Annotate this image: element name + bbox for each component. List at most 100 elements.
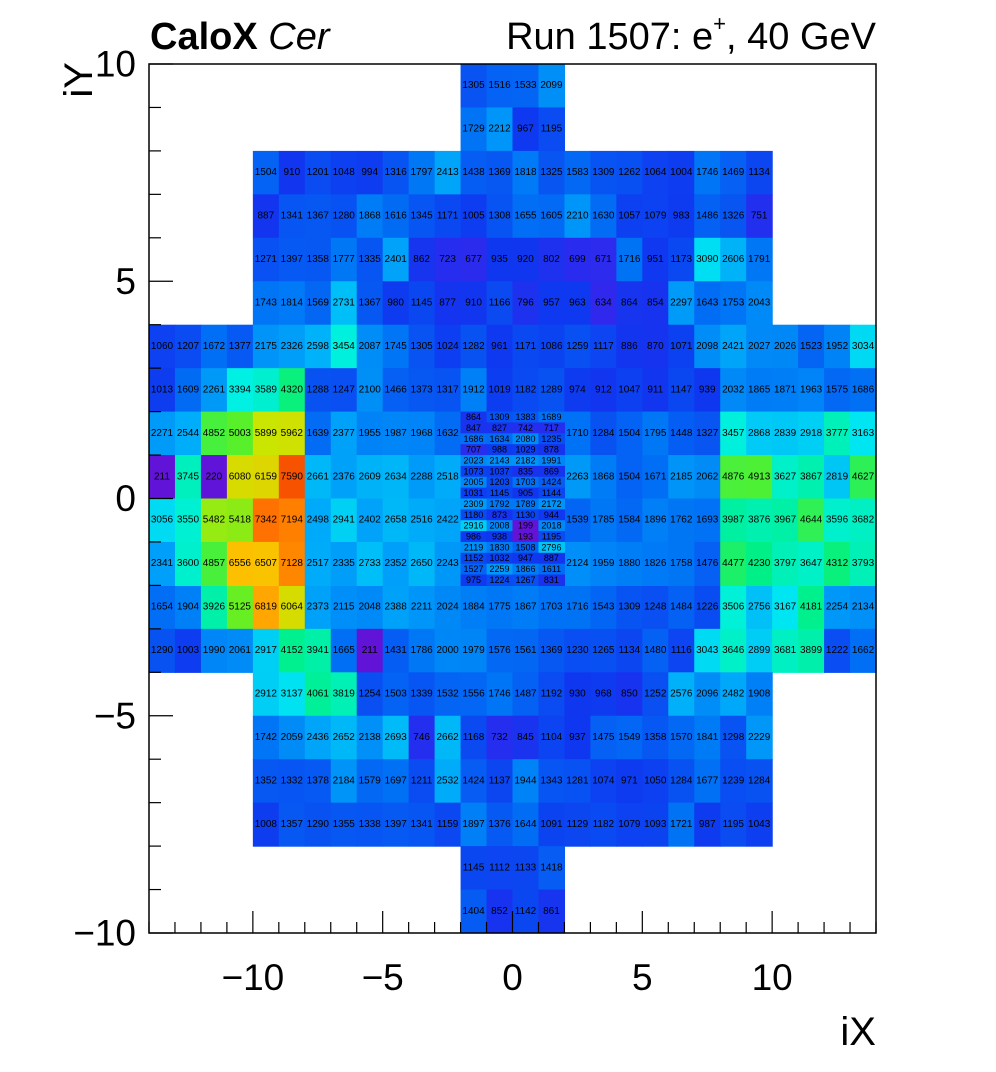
cell-value-label: 1129	[567, 819, 589, 830]
cell-value-label: 1746	[488, 689, 511, 700]
heatmap-cell	[798, 628, 825, 673]
heatmap-cell	[538, 455, 566, 467]
heatmap-cell	[174, 585, 202, 630]
cell-value-label: 1345	[411, 211, 434, 222]
cell-value-label: 1516	[488, 80, 511, 91]
heatmap-cell	[356, 194, 384, 239]
heatmap-cell	[642, 237, 669, 282]
heatmap-cell	[512, 759, 540, 804]
heatmap-cell	[616, 672, 643, 717]
cell-value-label: 802	[543, 254, 560, 265]
cell-value-label: 845	[517, 732, 534, 743]
heatmap-cell	[590, 759, 617, 804]
heatmap-cell	[304, 455, 332, 500]
heatmap-cells	[149, 64, 877, 934]
heatmap-cell	[486, 194, 514, 239]
heatmap-cell	[538, 487, 566, 500]
heatmap-cell	[460, 585, 488, 630]
cell-value-label: 1057	[618, 211, 641, 222]
heatmap-cell	[538, 64, 566, 109]
cell-value-label: 967	[517, 124, 534, 135]
cell-value-label: 1448	[670, 428, 693, 439]
heatmap-cell	[434, 455, 462, 500]
heatmap-cell	[590, 455, 617, 500]
heatmap-cell	[616, 455, 643, 500]
cell-value-label: 3777	[826, 428, 849, 439]
cell-value-label: 3793	[852, 558, 875, 569]
heatmap-cell	[174, 628, 202, 673]
heatmap-cell	[252, 715, 280, 760]
heatmap-cell	[538, 802, 566, 847]
heatmap-cell	[330, 150, 358, 195]
heatmap-cell	[434, 194, 462, 239]
cell-value-label: 7342	[255, 515, 278, 526]
cell-value-label: 1071	[670, 341, 693, 352]
heatmap-cell	[304, 759, 332, 804]
cell-value-label: 2210	[566, 211, 589, 222]
cell-value-label: 1672	[203, 341, 226, 352]
heatmap-cell	[694, 194, 721, 239]
cell-value-label: 920	[517, 254, 534, 265]
heatmap-cell	[460, 324, 488, 369]
cell-value-label: 887	[544, 553, 559, 563]
heatmap-cell	[356, 324, 384, 369]
heatmap-cell	[512, 574, 540, 586]
heatmap-cell	[512, 672, 540, 717]
cell-value-label: 2061	[229, 645, 252, 656]
cell-value-label: 877	[439, 297, 456, 308]
cell-value-label: 1880	[618, 558, 641, 569]
heatmap-cell	[200, 324, 228, 369]
cell-value-label: 1116	[671, 645, 692, 656]
heatmap-cell	[694, 628, 721, 673]
heatmap-cell	[486, 889, 514, 934]
cell-value-label: 1418	[540, 862, 563, 873]
cell-value-label: 1795	[644, 428, 667, 439]
heatmap-cell	[850, 585, 877, 630]
heatmap-cell	[408, 759, 436, 804]
cell-value-label: 1137	[489, 775, 511, 786]
cell-value-label: 1697	[385, 775, 408, 786]
heatmap-cell	[642, 498, 669, 543]
cell-value-label: 1086	[540, 341, 563, 352]
cell-value-label: 2261	[203, 384, 226, 395]
cell-value-label: 2288	[411, 471, 434, 482]
heatmap-cell	[330, 324, 358, 369]
cell-value-label: 912	[595, 384, 612, 395]
heatmap-cell	[304, 715, 332, 760]
heatmap-cell	[304, 368, 332, 413]
cell-value-label: 1611	[542, 564, 561, 574]
cell-value-label: 6819	[255, 602, 278, 613]
heatmap-cell	[330, 368, 358, 413]
heatmap-cell	[278, 585, 306, 630]
cell-value-label: 1990	[203, 645, 226, 656]
heatmap-cell	[278, 672, 306, 717]
heatmap-cell	[330, 541, 358, 586]
cell-value-label: 1662	[852, 645, 875, 656]
heatmap-cell	[694, 368, 721, 413]
cell-value-label: 1182	[515, 384, 537, 395]
heatmap-cell	[174, 368, 202, 413]
heatmap-cell	[720, 237, 747, 282]
cell-value-label: 1355	[333, 819, 356, 830]
cell-value-label: 2099	[540, 80, 563, 91]
heatmap-cell	[746, 455, 773, 500]
cell-value-label: 854	[647, 297, 664, 308]
heatmap-cell	[616, 281, 643, 326]
heatmap-cell	[460, 422, 488, 434]
heatmap-cell	[538, 194, 566, 239]
heatmap-cell	[486, 552, 514, 565]
cell-value-label: 2175	[255, 341, 278, 352]
heatmap-cell	[486, 455, 514, 467]
heatmap-cell	[538, 889, 566, 934]
beam-charge: +	[713, 11, 727, 36]
cell-value-label: 3589	[255, 384, 278, 395]
heatmap-cell	[356, 150, 384, 195]
cell-value-label: 1671	[644, 471, 667, 482]
heatmap-cell	[252, 672, 280, 717]
heatmap-cell	[694, 237, 721, 282]
heatmap-cell	[538, 628, 566, 673]
heatmap-cell	[538, 476, 566, 489]
x-tick-label: 0	[502, 957, 523, 998]
heatmap-cell	[538, 498, 566, 510]
